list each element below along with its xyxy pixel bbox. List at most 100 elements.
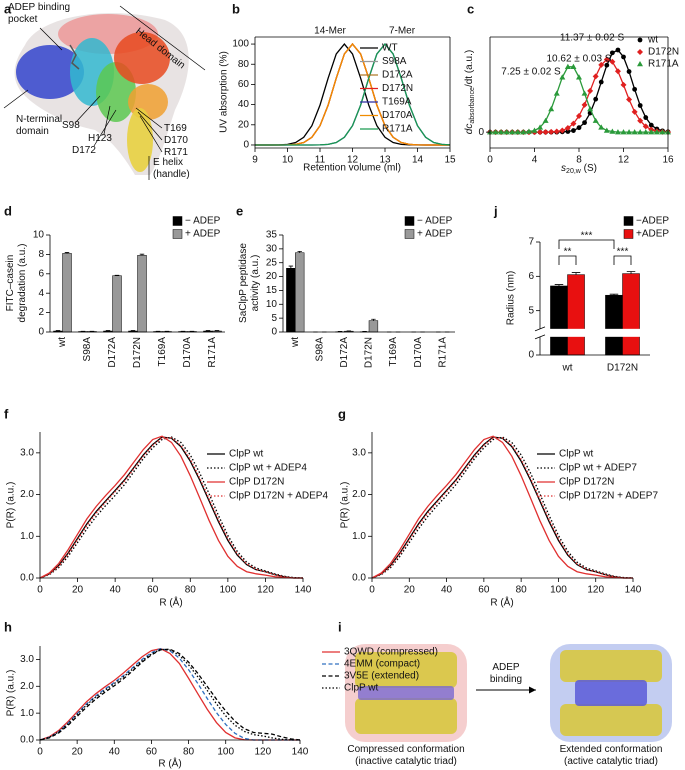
marker — [604, 62, 610, 68]
marker — [587, 87, 594, 94]
x-axis-label-rest: (S) — [581, 163, 597, 174]
panel-letter: e — [236, 203, 243, 218]
legend-label: − ADEP — [185, 216, 221, 227]
y-tick-label: 20 — [238, 119, 250, 130]
legend-label: − ADEP — [417, 216, 453, 227]
marker — [637, 49, 643, 55]
y-tick-label: 0 — [478, 127, 484, 138]
x-tick-label: 9 — [252, 155, 258, 166]
line — [39, 648, 300, 741]
significance-label: *** — [581, 231, 593, 242]
panel-letter: h — [4, 619, 12, 634]
illustration-label: E helix (handle) — [153, 157, 190, 180]
line — [371, 436, 633, 579]
line — [371, 435, 633, 579]
marker — [609, 128, 616, 134]
line — [39, 648, 301, 741]
y-tick-label: 35 — [266, 230, 278, 241]
panel-letter: i — [338, 619, 342, 634]
x-tick-label: 80 — [183, 747, 195, 758]
line — [371, 436, 634, 579]
legend-label: −ADEP — [636, 216, 669, 227]
y-axis-label-sub: absorbance — [469, 87, 476, 124]
bar — [286, 268, 296, 333]
x-tick-label: 0 — [487, 155, 493, 166]
legend-label: ClpP D172N + ADEP7 — [559, 491, 658, 502]
y-tick-label: 1.0 — [352, 531, 366, 542]
line — [39, 436, 303, 579]
x-tick-label: 120 — [255, 747, 272, 758]
x-tick-label: D172A — [339, 337, 350, 368]
x-tick-label: 8 — [576, 155, 582, 166]
marker — [571, 128, 576, 133]
illustration-label: R171 — [164, 147, 188, 158]
marker — [520, 129, 527, 135]
y-axis-label: SaClpP peptidaseactivity (a.u.) — [238, 243, 261, 323]
x-tick-label: S98A — [82, 337, 93, 362]
annotation: 11.37 ± 0.02 S — [560, 33, 625, 44]
y-axis-label: Radius (nm) — [506, 271, 517, 325]
y-tick-label: 0.0 — [352, 573, 366, 584]
y-tick-label: 7 — [528, 237, 534, 248]
y-tick-label: 3.0 — [20, 447, 34, 458]
marker — [631, 108, 638, 115]
x-tick-label: 20 — [404, 585, 416, 596]
panel-letter: d — [4, 203, 12, 218]
line — [371, 437, 633, 579]
y-tick-label: 0 — [243, 140, 249, 151]
legend-label: 4EMM (compact) — [344, 659, 420, 670]
bar — [295, 252, 305, 333]
x-tick-label: 140 — [295, 585, 312, 596]
x-tick-label: 140 — [625, 585, 642, 596]
y-axis-label-line: degradation (a.u.) — [17, 244, 28, 323]
marker — [609, 58, 616, 65]
marker — [609, 50, 615, 56]
y-axis-label: P(R) (a.u.) — [6, 482, 17, 529]
y-axis-label-line: SaClpP peptidase — [238, 243, 249, 323]
marker — [626, 69, 632, 74]
marker — [631, 129, 638, 135]
x-tick-label: D170A — [182, 337, 193, 368]
bar — [605, 294, 623, 356]
marker — [598, 79, 604, 85]
x-tick-label: 40 — [109, 747, 121, 758]
marker — [498, 129, 505, 135]
marker — [637, 61, 643, 67]
x-tick-label: T169A — [157, 337, 168, 367]
x-tick-label: T169A — [388, 337, 399, 367]
illustration-label: S98 — [62, 120, 80, 131]
x-tick-label: 60 — [146, 747, 158, 758]
x-tick-label: D172N — [132, 337, 143, 368]
annotation: 14-Mer — [314, 26, 346, 37]
panel-letter: g — [338, 406, 346, 421]
marker — [503, 129, 510, 135]
y-tick-label: 5 — [528, 305, 534, 316]
x-tick-label: 13 — [379, 155, 391, 166]
x-tick-label: D172N — [607, 363, 638, 374]
legend-label: D170A — [382, 110, 413, 121]
legend-swatch — [172, 216, 183, 226]
x-tick-label: 100 — [220, 585, 237, 596]
y-tick-label: 40 — [238, 99, 250, 110]
error-bar — [288, 265, 294, 269]
bar — [368, 320, 379, 333]
annotation: 7-Mer — [389, 26, 416, 37]
illustration-label: T169 — [164, 123, 187, 134]
y-axis-label-line: FITC–casein — [5, 255, 16, 312]
marker — [593, 96, 599, 102]
marker — [653, 129, 660, 135]
legend-label: ClpP wt + ADEP7 — [559, 463, 637, 474]
significance-label: ** — [564, 247, 572, 258]
legend-label: ClpP D172N — [559, 477, 614, 488]
marker — [542, 129, 549, 136]
marker — [559, 127, 566, 134]
marker — [659, 129, 666, 135]
marker — [620, 81, 627, 88]
legend-label: ClpP wt + ADEP4 — [229, 463, 307, 474]
marker — [576, 125, 582, 131]
marker — [592, 117, 599, 123]
x-tick-label: 10 — [282, 155, 294, 166]
legend-label: D172N — [648, 47, 679, 58]
x-tick-label: 15 — [444, 155, 456, 166]
